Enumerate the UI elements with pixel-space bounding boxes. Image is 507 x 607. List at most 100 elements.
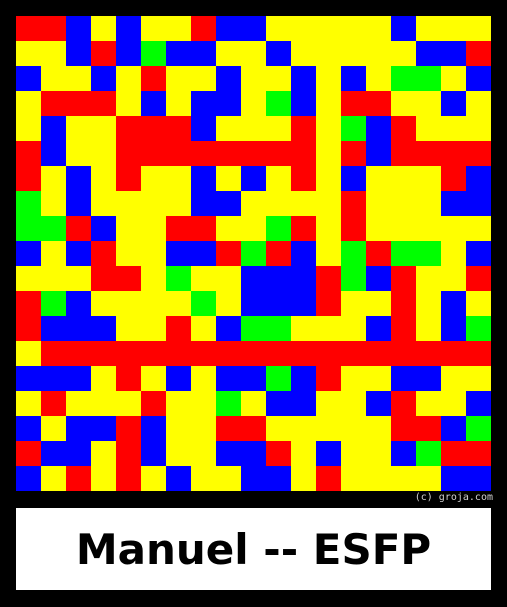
mosaic-cell-green	[341, 241, 366, 266]
mosaic-cell-blue	[441, 91, 466, 116]
mosaic-cell-blue	[366, 316, 391, 341]
mosaic-cell-green	[266, 316, 291, 341]
mosaic-cell-yellow	[41, 66, 66, 91]
mosaic-cell-yellow	[291, 41, 316, 66]
mosaic-cell-blue	[466, 466, 491, 491]
mosaic-cell-yellow	[266, 16, 291, 41]
mosaic-cell-red	[191, 216, 216, 241]
mosaic-cell-green	[241, 316, 266, 341]
mosaic-cell-red	[316, 291, 341, 316]
mosaic-cell-red	[466, 266, 491, 291]
mosaic-cell-yellow	[466, 366, 491, 391]
mosaic-cell-yellow	[41, 266, 66, 291]
mosaic-cell-yellow	[391, 191, 416, 216]
mosaic-cell-red	[391, 416, 416, 441]
mosaic-cell-red	[16, 291, 41, 316]
mosaic-cell-blue	[291, 266, 316, 291]
mosaic-cell-red	[391, 291, 416, 316]
mosaic-cell-yellow	[166, 166, 191, 191]
mosaic-cell-yellow	[166, 441, 191, 466]
mosaic-cell-blue	[416, 366, 441, 391]
mosaic-cell-blue	[66, 166, 91, 191]
mosaic-cell-blue	[216, 441, 241, 466]
mosaic-cell-green	[391, 241, 416, 266]
mosaic-cell-yellow	[116, 91, 141, 116]
mosaic-cell-red	[16, 316, 41, 341]
mosaic-cell-yellow	[16, 116, 41, 141]
mosaic-cell-blue	[191, 116, 216, 141]
mosaic-cell-red	[116, 266, 141, 291]
mosaic-cell-red	[116, 466, 141, 491]
mosaic-cell-blue	[266, 41, 291, 66]
mosaic-cell-red	[441, 166, 466, 191]
mosaic-cell-blue	[141, 416, 166, 441]
mosaic-cell-blue	[466, 391, 491, 416]
mosaic-cell-yellow	[341, 416, 366, 441]
mosaic-cell-yellow	[266, 191, 291, 216]
mosaic-cell-green	[241, 241, 266, 266]
mosaic-cell-red	[341, 216, 366, 241]
mosaic-cell-yellow	[166, 191, 191, 216]
mosaic-cell-green	[266, 216, 291, 241]
mosaic-cell-blue	[16, 241, 41, 266]
mosaic-cell-green	[466, 416, 491, 441]
mosaic-cell-yellow	[216, 216, 241, 241]
mosaic-cell-blue	[441, 191, 466, 216]
copyright-text: (c) groja.com	[414, 492, 493, 503]
mosaic-cell-red	[341, 341, 366, 366]
mosaic-cell-yellow	[316, 116, 341, 141]
mosaic-cell-yellow	[416, 166, 441, 191]
mosaic-cell-red	[116, 441, 141, 466]
mosaic-cell-yellow	[441, 366, 466, 391]
mosaic-cell-blue	[466, 66, 491, 91]
mosaic-cell-blue	[66, 366, 91, 391]
mosaic-cell-yellow	[241, 191, 266, 216]
mosaic-cell-red	[166, 116, 191, 141]
mosaic-cell-yellow	[91, 366, 116, 391]
mosaic-cell-blue	[66, 41, 91, 66]
mosaic-cell-yellow	[216, 166, 241, 191]
mosaic-cell-blue	[241, 16, 266, 41]
mosaic-cell-red	[466, 41, 491, 66]
mosaic-cell-blue	[191, 41, 216, 66]
mosaic-cell-yellow	[291, 441, 316, 466]
mosaic-cell-yellow	[341, 391, 366, 416]
mosaic-cell-red	[66, 91, 91, 116]
mosaic-cell-red	[116, 166, 141, 191]
mosaic-cell-green	[391, 66, 416, 91]
mosaic-cell-red	[316, 341, 341, 366]
mosaic-cell-yellow	[166, 416, 191, 441]
mosaic-cell-red	[66, 466, 91, 491]
mosaic-cell-red	[391, 266, 416, 291]
mosaic-cell-yellow	[91, 441, 116, 466]
mosaic-cell-yellow	[241, 41, 266, 66]
mosaic-cell-yellow	[116, 316, 141, 341]
mosaic-cell-yellow	[341, 316, 366, 341]
mosaic-cell-yellow	[241, 116, 266, 141]
mosaic-cell-blue	[66, 316, 91, 341]
mosaic-cell-green	[341, 116, 366, 141]
mosaic-cell-yellow	[241, 66, 266, 91]
mosaic-cell-yellow	[41, 166, 66, 191]
mosaic-cell-blue	[241, 366, 266, 391]
mosaic-cell-yellow	[416, 16, 441, 41]
mosaic-cell-yellow	[291, 16, 316, 41]
mosaic-cell-yellow	[466, 91, 491, 116]
mosaic-cell-blue	[466, 191, 491, 216]
mosaic-cell-yellow	[66, 141, 91, 166]
mosaic-cell-green	[341, 266, 366, 291]
mosaic-cell-blue	[16, 466, 41, 491]
mosaic-cell-blue	[466, 241, 491, 266]
mosaic-cell-blue	[266, 291, 291, 316]
mosaic-cell-red	[241, 141, 266, 166]
mosaic-cell-yellow	[366, 16, 391, 41]
mosaic-cell-blue	[266, 466, 291, 491]
name-panel: Manuel -- ESFP	[16, 508, 491, 590]
mosaic-cell-blue	[391, 366, 416, 391]
mosaic-cell-blue	[441, 41, 466, 66]
mosaic-cell-yellow	[91, 16, 116, 41]
mosaic-cell-blue	[91, 66, 116, 91]
mosaic-cell-red	[166, 216, 191, 241]
mosaic-cell-red	[316, 366, 341, 391]
mosaic-cell-red	[416, 141, 441, 166]
